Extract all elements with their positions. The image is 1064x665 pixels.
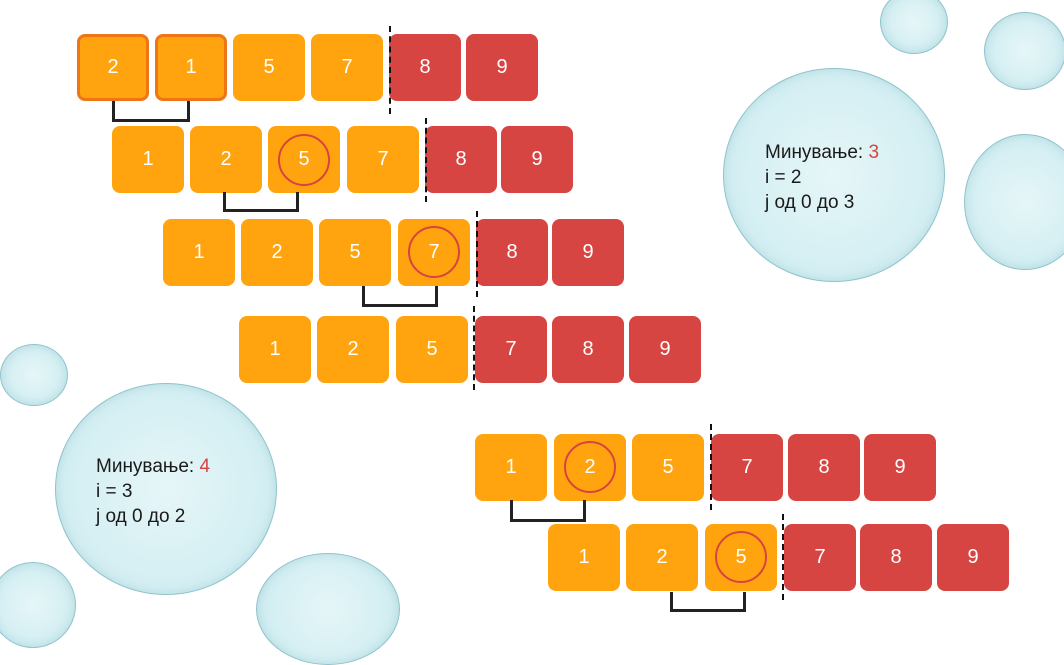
array-cell: 7 (398, 219, 470, 286)
compare-bracket (510, 500, 586, 522)
sorted-divider (473, 306, 475, 390)
array-cell: 8 (552, 316, 624, 383)
pass-number: 4 (199, 456, 211, 477)
info-top-pass: Минување: 3 (765, 140, 879, 165)
array-cell: 8 (476, 219, 548, 286)
array-cell: 7 (711, 434, 783, 501)
array-cell: 9 (466, 34, 538, 101)
compare-bracket (362, 286, 438, 307)
array-cell: 7 (347, 126, 419, 193)
array-cell: 8 (389, 34, 461, 101)
array-cell: 5 (319, 219, 391, 286)
array-cell: 7 (311, 34, 383, 101)
array-cell: 2 (241, 219, 313, 286)
array-cell: 8 (425, 126, 497, 193)
array-cell: 2 (626, 524, 698, 591)
sorted-divider (389, 26, 391, 114)
array-cell: 1 (475, 434, 547, 501)
array-cell: 5 (632, 434, 704, 501)
array-cell: 2 (554, 434, 626, 501)
bubble-decoration (984, 12, 1064, 90)
array-cell: 5 (233, 34, 305, 101)
array-cell: 2 (317, 316, 389, 383)
array-cell: 7 (475, 316, 547, 383)
array-cell: 9 (552, 219, 624, 286)
sorted-divider (476, 211, 478, 297)
array-cell: 9 (501, 126, 573, 193)
info-top-j: j од 0 до 3 (765, 192, 855, 213)
array-cell: 9 (629, 316, 701, 383)
info-bubble-top (723, 68, 945, 282)
array-cell: 5 (396, 316, 468, 383)
info-bottom-pass: Минување: 4 (96, 454, 210, 479)
info-bottom-text: Минување: 4 i = 3 j од 0 до 2 (96, 454, 210, 529)
sorted-divider (782, 514, 784, 600)
bubble-decoration (0, 344, 68, 406)
array-cell: 8 (788, 434, 860, 501)
array-cell: 8 (860, 524, 932, 591)
bubble-decoration (256, 553, 400, 665)
compare-bracket (112, 101, 190, 122)
info-bottom-i: i = 3 (96, 481, 133, 502)
array-cell: 7 (784, 524, 856, 591)
array-cell: 1 (155, 34, 227, 101)
array-cell: 1 (548, 524, 620, 591)
pass-label: Минување: (96, 456, 195, 477)
bubble-decoration (964, 134, 1064, 270)
sorted-divider (710, 424, 712, 510)
info-bottom-j: j од 0 до 2 (96, 506, 186, 527)
array-cell: 1 (112, 126, 184, 193)
info-bubble-bottom (55, 383, 277, 595)
sorted-divider (425, 118, 427, 202)
array-cell: 9 (864, 434, 936, 501)
info-top-i: i = 2 (765, 167, 802, 188)
array-cell: 2 (77, 34, 149, 101)
compare-bracket (670, 592, 746, 612)
pass-label: Минување: (765, 142, 864, 163)
bubble-decoration (880, 0, 948, 54)
array-cell: 1 (163, 219, 235, 286)
array-cell: 5 (268, 126, 340, 193)
compare-bracket (223, 192, 299, 212)
pass-number: 3 (868, 142, 880, 163)
info-top-text: Минување: 3 i = 2 j од 0 до 3 (765, 140, 879, 215)
array-cell: 1 (239, 316, 311, 383)
bubble-decoration (0, 562, 76, 648)
array-cell: 5 (705, 524, 777, 591)
array-cell: 2 (190, 126, 262, 193)
array-cell: 9 (937, 524, 1009, 591)
